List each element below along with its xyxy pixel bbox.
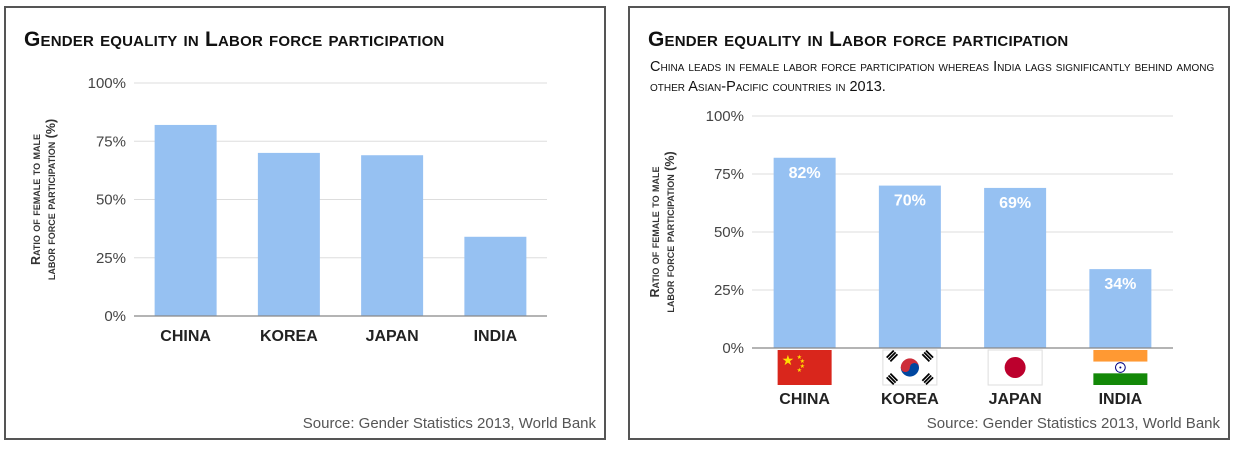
x-tick-label: INDIA bbox=[1099, 391, 1143, 408]
data-label: 82% bbox=[789, 165, 821, 182]
x-tick-label: KOREA bbox=[881, 391, 939, 408]
svg-text:★: ★ bbox=[797, 367, 802, 374]
data-label: 34% bbox=[1104, 276, 1136, 293]
svg-text:★: ★ bbox=[782, 353, 795, 369]
data-label: 70% bbox=[894, 193, 926, 210]
china-flag-icon: ★ ★★★★ bbox=[777, 350, 832, 385]
x-tick-label: CHINA bbox=[779, 391, 830, 408]
bar-chart: 0% 25% 50% 75% 100% CHINA KOREA JAPAN INDIA Ratio… bbox=[29, 75, 547, 345]
bar bbox=[878, 185, 941, 348]
bar-chart: 0%25%50%75%100%82%★ ★★★★CHINA70%KOREA69%J… bbox=[648, 108, 1173, 408]
japan-flag-icon bbox=[987, 349, 1043, 386]
bar bbox=[984, 187, 1047, 348]
source-note: Source: Gender Statistics 2013, World Ba… bbox=[302, 415, 596, 432]
y-tick-label: 50% bbox=[714, 224, 744, 241]
bar bbox=[1089, 269, 1152, 348]
y-tick-label: 100% bbox=[88, 75, 126, 92]
chart-subtitle: China leads in female labor force partic… bbox=[650, 59, 1215, 95]
bar bbox=[154, 124, 217, 316]
bar bbox=[361, 155, 424, 316]
chart-panel-left: Gender equality in Labor force participa… bbox=[4, 6, 606, 440]
svg-text:★: ★ bbox=[797, 354, 802, 361]
y-tick-label: 75% bbox=[714, 166, 744, 183]
y-tick-label: 100% bbox=[706, 108, 744, 125]
chart-title: Gender equality in Labor force participa… bbox=[648, 28, 1069, 51]
korea-flag-icon bbox=[882, 349, 938, 386]
bar bbox=[773, 157, 836, 348]
y-tick-label: 25% bbox=[96, 250, 126, 267]
svg-text:★: ★ bbox=[800, 363, 805, 370]
chart-panel-right: Gender equality in Labor force participa… bbox=[628, 6, 1230, 440]
x-tick-label: INDIA bbox=[474, 328, 518, 345]
bar bbox=[464, 236, 527, 316]
source-note: Source: Gender Statistics 2013, World Ba… bbox=[926, 415, 1220, 432]
y-tick-label: 0% bbox=[722, 340, 744, 357]
y-tick-label: 25% bbox=[714, 282, 744, 299]
y-axis-label: Ratio of female to malelabor force parti… bbox=[29, 119, 58, 280]
chart-title: Gender equality in Labor force participa… bbox=[24, 28, 445, 51]
bar bbox=[257, 152, 320, 316]
svg-text:★: ★ bbox=[800, 358, 805, 365]
india-flag-icon bbox=[1093, 350, 1148, 385]
x-tick-label: CHINA bbox=[160, 328, 211, 345]
x-tick-label: JAPAN bbox=[366, 328, 419, 345]
y-tick-label: 75% bbox=[96, 133, 126, 150]
y-axis-label: Ratio of female to malelabor force parti… bbox=[648, 151, 677, 312]
y-tick-label: 0% bbox=[104, 308, 126, 325]
y-tick-label: 50% bbox=[96, 192, 126, 209]
x-tick-label: KOREA bbox=[260, 328, 318, 345]
data-label: 69% bbox=[999, 195, 1031, 212]
x-tick-label: JAPAN bbox=[989, 391, 1042, 408]
